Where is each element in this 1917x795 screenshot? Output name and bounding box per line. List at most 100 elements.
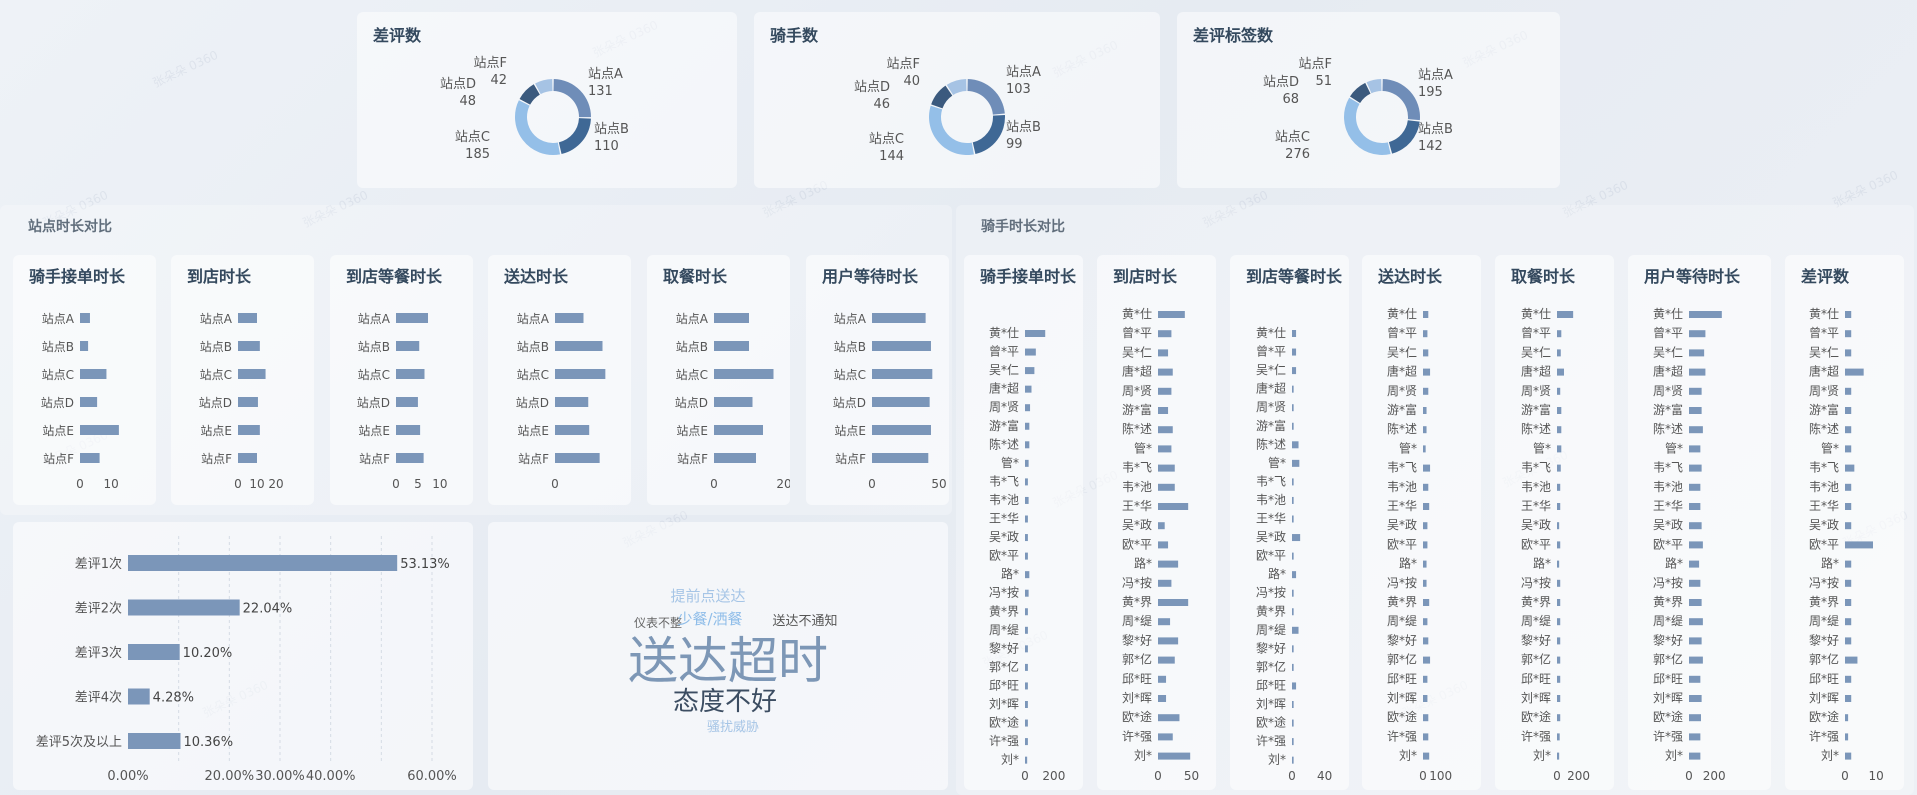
- tick-label: 200: [1567, 769, 1590, 783]
- rider-label: 周*贤: [1256, 400, 1286, 414]
- bar: [714, 453, 756, 463]
- word-cloud-term: 骚扰威胁: [707, 720, 759, 735]
- donut-value: 46: [873, 97, 890, 112]
- rider-label: 许*强: [989, 734, 1019, 748]
- bar: [714, 313, 749, 323]
- bar: [128, 688, 150, 705]
- bar: [1158, 675, 1167, 683]
- rider-label: 周*缇: [1122, 614, 1152, 628]
- bar: [1025, 478, 1028, 486]
- rider-label: 吴*政: [989, 530, 1019, 544]
- donut-value: 144: [879, 149, 904, 164]
- bar: [1025, 608, 1028, 616]
- bar: [1158, 752, 1191, 760]
- rider-label: 王*华: [1256, 512, 1286, 526]
- tick-label: 10: [1868, 769, 1883, 783]
- category-label: 站点F: [518, 452, 549, 466]
- donut-value: 103: [1006, 82, 1031, 97]
- bar: [1423, 330, 1428, 338]
- donut-value: 142: [1418, 139, 1443, 154]
- bar: [1158, 349, 1169, 357]
- rider-label: 刘*: [1821, 749, 1839, 763]
- site-chart-card: 送达时长 站点A 站点B 站点C 站点D 站点E 站点F 0: [488, 255, 631, 505]
- rider-label: 周*缇: [1653, 614, 1683, 628]
- rider-label: 韦*池: [989, 493, 1019, 507]
- category-label: 站点F: [835, 452, 866, 466]
- tick-label: 60.00%: [407, 769, 457, 784]
- category-label: 站点B: [42, 340, 74, 354]
- bar: [1158, 541, 1169, 549]
- bar: [396, 397, 418, 407]
- rider-label: 黎*好: [989, 641, 1019, 655]
- rider-label: 吴*仁: [1256, 363, 1286, 377]
- bar: [1557, 618, 1561, 626]
- bar: [1025, 385, 1032, 393]
- category-label: 站点E: [676, 424, 708, 438]
- donut-slice: [1344, 97, 1391, 155]
- rider-label: 邱*旺: [989, 678, 1019, 692]
- bar: [1845, 483, 1852, 491]
- bar: [1423, 368, 1431, 376]
- rider-label: 黄*仕: [989, 326, 1019, 340]
- bar: [1557, 330, 1562, 338]
- bar: [1025, 682, 1028, 690]
- donut-label: 站点C: [869, 132, 904, 147]
- rider-label: 吴*政: [1387, 518, 1417, 532]
- rider-label: 游*富: [1653, 402, 1683, 417]
- rider-label: 韦*池: [1256, 493, 1286, 507]
- rider-label: 郭*亿: [1256, 659, 1286, 674]
- bar: [1689, 733, 1701, 741]
- bar: [1557, 445, 1562, 453]
- rider-label: 游*富: [989, 418, 1019, 433]
- bar: [1845, 579, 1852, 587]
- rider-label: 韦*池: [1653, 480, 1683, 494]
- section-title-rider: 骑手时长对比: [981, 219, 1065, 235]
- bar: [1292, 478, 1294, 486]
- tick-label: 30.00%: [255, 769, 305, 784]
- bar: [1158, 560, 1179, 568]
- donut-slice: [558, 118, 591, 155]
- bar: [396, 341, 420, 351]
- bar: [1689, 637, 1702, 645]
- bar: [1025, 441, 1030, 449]
- chart-title: 送达时长: [1378, 267, 1443, 286]
- bar: [238, 453, 257, 463]
- chart-title: 差评数: [1801, 267, 1850, 286]
- bar: [80, 425, 119, 435]
- rider-label: 游*富: [1256, 418, 1286, 433]
- rider-label: 许*强: [1809, 729, 1839, 743]
- rider-label: 刘*晖: [1809, 691, 1839, 705]
- rider-label: 欧*平: [1256, 549, 1286, 563]
- category-label: 差评3次: [75, 645, 122, 661]
- rider-label: 许*强: [1122, 729, 1152, 743]
- rider-chart-card: 到店等餐时长 黄*仕 曾*平 吴*仁 唐*超 周*贤 游*富 陈*述 管* 韦*飞 韦*池 王*华 吴*…: [1230, 255, 1349, 790]
- bar: [872, 453, 929, 463]
- rider-label: 刘*: [1665, 749, 1683, 763]
- rider-label: 黄*界: [1809, 595, 1839, 609]
- bar: [1689, 387, 1702, 395]
- tick-label: 200: [1042, 769, 1065, 783]
- tick-label: 20: [776, 477, 790, 491]
- donut-label: 站点D: [854, 80, 890, 95]
- rider-label: 黄*仕: [1122, 307, 1152, 321]
- bar: [1845, 618, 1852, 626]
- bar: [1689, 483, 1701, 491]
- bar: [1689, 618, 1703, 626]
- donut-label: 站点F: [474, 56, 507, 71]
- bar: [1423, 675, 1428, 683]
- tick-label: 40: [1317, 769, 1332, 783]
- rider-label: 黄*界: [1256, 604, 1286, 618]
- bar: [555, 397, 589, 407]
- rider-chart-card: 用户等待时长 黄*仕 曾*平 吴*仁 唐*超 周*贤 游*富 陈*述 管* 韦*飞 韦*池 王*华 吴*…: [1628, 255, 1771, 790]
- donut-chart: 站点A 131 站点B 110 站点C 185 站点D 48 站点F 42: [440, 56, 629, 162]
- category-label: 站点B: [200, 340, 232, 354]
- bar: [714, 425, 763, 435]
- bar: [1025, 589, 1029, 597]
- rider-label: 欧*平: [1809, 537, 1839, 551]
- rider-label: 管*: [1134, 440, 1152, 455]
- bar: [1689, 464, 1702, 472]
- donut-slice: [535, 79, 553, 95]
- bar: [128, 555, 398, 571]
- rider-label: 路*: [1399, 556, 1417, 571]
- rider-label: 许*强: [1387, 729, 1417, 743]
